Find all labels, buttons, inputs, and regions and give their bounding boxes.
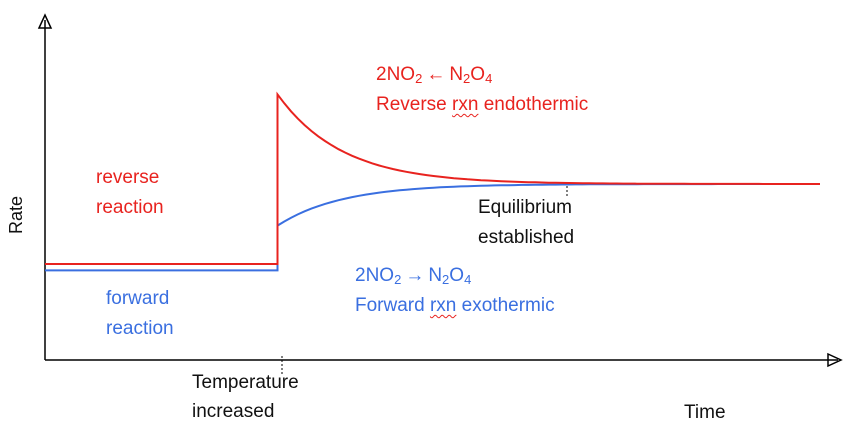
temperature-event-label-line-1: Temperature [192,372,299,393]
reverse-annotation: 2NO2 ← N2O4 Reverse rxn endothermic [376,60,588,120]
equilibrium-label-line-2: established [478,227,575,248]
forward-reaction-series-label: forward reaction [106,284,174,344]
reverse-equation: 2NO2 ← N2O4 [376,60,588,90]
reverse-reaction-series-line [45,91,820,265]
temperature-event-label: Temperature increased [192,368,299,426]
x-axis-arrowhead [827,352,843,368]
y-axis-label: Rate [6,195,26,235]
x-axis-label: Time [684,402,726,423]
reverse-reaction-series-label: reverse reaction [96,163,164,223]
forward-equation: 2NO2 → N2O4 [355,261,555,291]
y-axis-arrowhead [37,13,53,29]
reverse-description: Reverse rxn endothermic [376,94,589,115]
right-arrow-icon: → [405,265,425,286]
forward-description: Forward rxn exothermic [355,295,555,316]
equilibrium-label: Equilibrium established [478,193,574,253]
forward-reaction-label-line-2: reaction [106,318,174,339]
forward-reaction-label-line-1: forward [106,288,170,309]
reverse-reaction-label-line-1: reverse [96,167,160,188]
forward-annotation: 2NO2 → N2O4 Forward rxn exothermic [355,261,555,321]
left-arrow-icon: ← [426,64,446,85]
reverse-reaction-label-line-2: reaction [96,197,164,218]
equilibrium-label-line-1: Equilibrium [478,197,572,218]
temperature-event-label-line-2: increased [192,401,275,422]
